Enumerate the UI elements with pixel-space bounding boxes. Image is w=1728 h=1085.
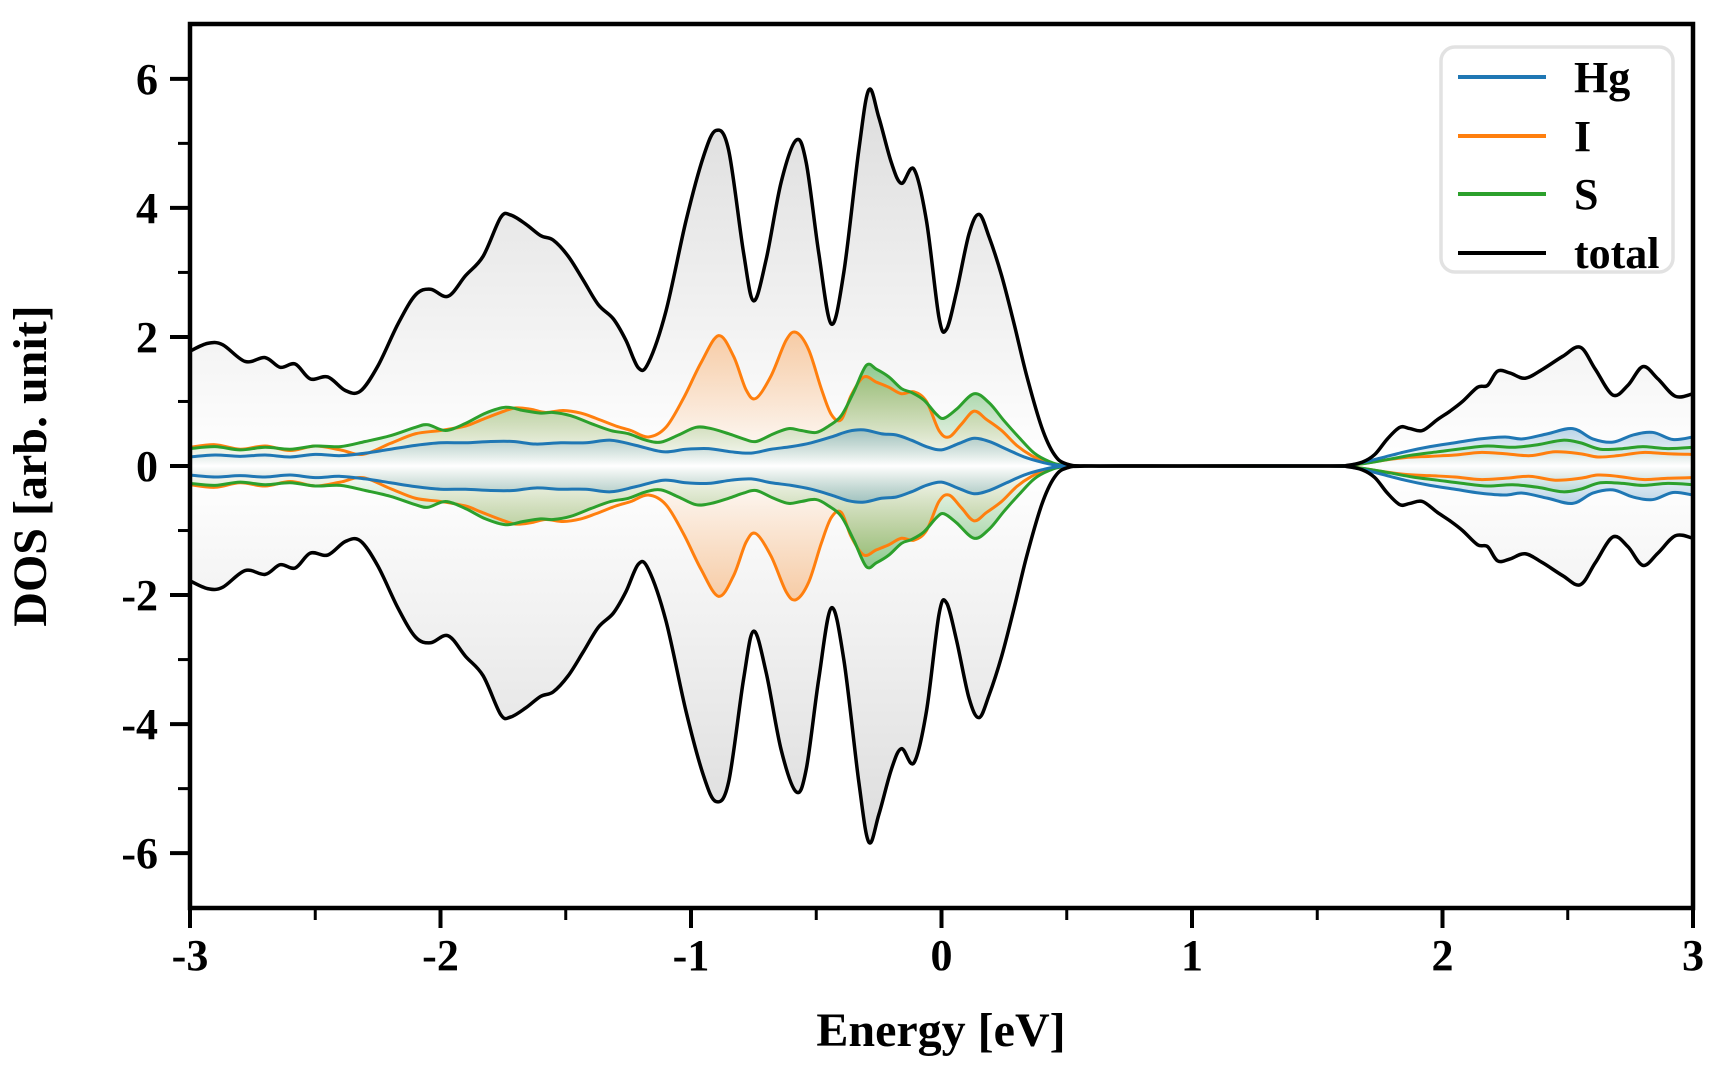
x-tick-label: -1 [673,931,710,980]
legend: Hg I S total [1439,45,1675,278]
legend-label-i: I [1574,112,1591,161]
line-total-down [192,464,1691,845]
area-Hg-up [192,428,1691,467]
area-Hg-down [192,465,1691,504]
plot-frame [187,21,1696,911]
dos-curves [192,87,1691,845]
x-tick-label: 3 [1682,931,1704,980]
y-tick-label: -2 [121,571,158,620]
x-tick-label: 0 [931,931,953,980]
y-axis-title: DOS [arb. unit] [4,305,57,626]
y-tick-label: 2 [136,313,158,362]
y-tick-label: 4 [136,184,158,233]
line-Hg-up [192,426,1691,468]
y-tick-label: 6 [136,55,158,104]
area-S-down [192,465,1691,568]
x-tick-label: 1 [1181,931,1203,980]
y-tick-label: -4 [121,700,158,749]
area-total-down [192,465,1691,844]
y-tick-label: 0 [136,442,158,491]
legend-item-s: S [1458,170,1598,219]
legend-label-s: S [1574,170,1598,219]
legend-item-i: I [1458,112,1591,161]
line-Hg-down [192,464,1691,506]
x-tick-label: -2 [422,931,459,980]
area-total-up [192,88,1691,467]
legend-label-total: total [1574,229,1660,278]
y-tick-label: -6 [121,829,158,878]
tick-labels: -3 -2 -1 0 1 2 3 6 4 2 0 -2 -4 -6 [121,55,1704,980]
area-S-up [192,364,1691,467]
line-S-up [192,362,1691,468]
legend-item-total: total [1458,229,1660,278]
x-axis-title: Energy [eV] [816,1004,1065,1057]
x-tick-label: 2 [1432,931,1454,980]
line-total-up [192,87,1691,468]
legend-label-hg: Hg [1574,53,1630,102]
legend-item-hg: Hg [1458,53,1630,102]
x-tick-label: -3 [172,931,209,980]
line-S-down [192,464,1691,570]
legend-box [1439,45,1675,274]
